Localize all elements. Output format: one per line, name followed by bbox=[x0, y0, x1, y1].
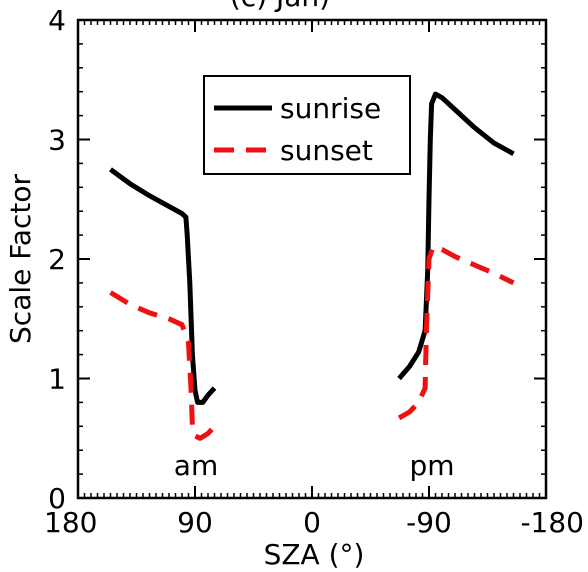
annotation-am: am bbox=[174, 449, 218, 482]
y-axis-label: Scale Factor bbox=[4, 174, 37, 344]
annotation-pm: pm bbox=[409, 449, 454, 482]
series-line-sunset bbox=[109, 290, 217, 441]
legend: sunrise sunset bbox=[203, 75, 411, 175]
legend-label-sunrise: sunrise bbox=[280, 92, 381, 125]
x-tick-label: -180 bbox=[520, 506, 584, 539]
x-tick-label: 0 bbox=[303, 506, 321, 539]
x-tick-label: 180 bbox=[44, 506, 97, 539]
x-tick-label: 90 bbox=[177, 506, 213, 539]
series-line-sunrise bbox=[109, 167, 217, 405]
x-tick-label: -90 bbox=[406, 506, 452, 539]
series-line-sunset bbox=[397, 244, 515, 421]
chart-title: (c) Jan) bbox=[230, 0, 330, 13]
x-axis-label: SZA (°) bbox=[264, 538, 365, 571]
y-tick-label: 0 bbox=[48, 482, 66, 515]
y-tick-label: 3 bbox=[48, 124, 66, 157]
y-tick-label: 4 bbox=[48, 4, 66, 37]
y-tick-label: 1 bbox=[48, 363, 66, 396]
y-tick-label: 2 bbox=[48, 243, 66, 276]
legend-label-sunset: sunset bbox=[280, 134, 373, 167]
plot-frame bbox=[76, 18, 548, 500]
legend-box bbox=[203, 75, 411, 175]
series-line-sunrise bbox=[397, 91, 515, 381]
